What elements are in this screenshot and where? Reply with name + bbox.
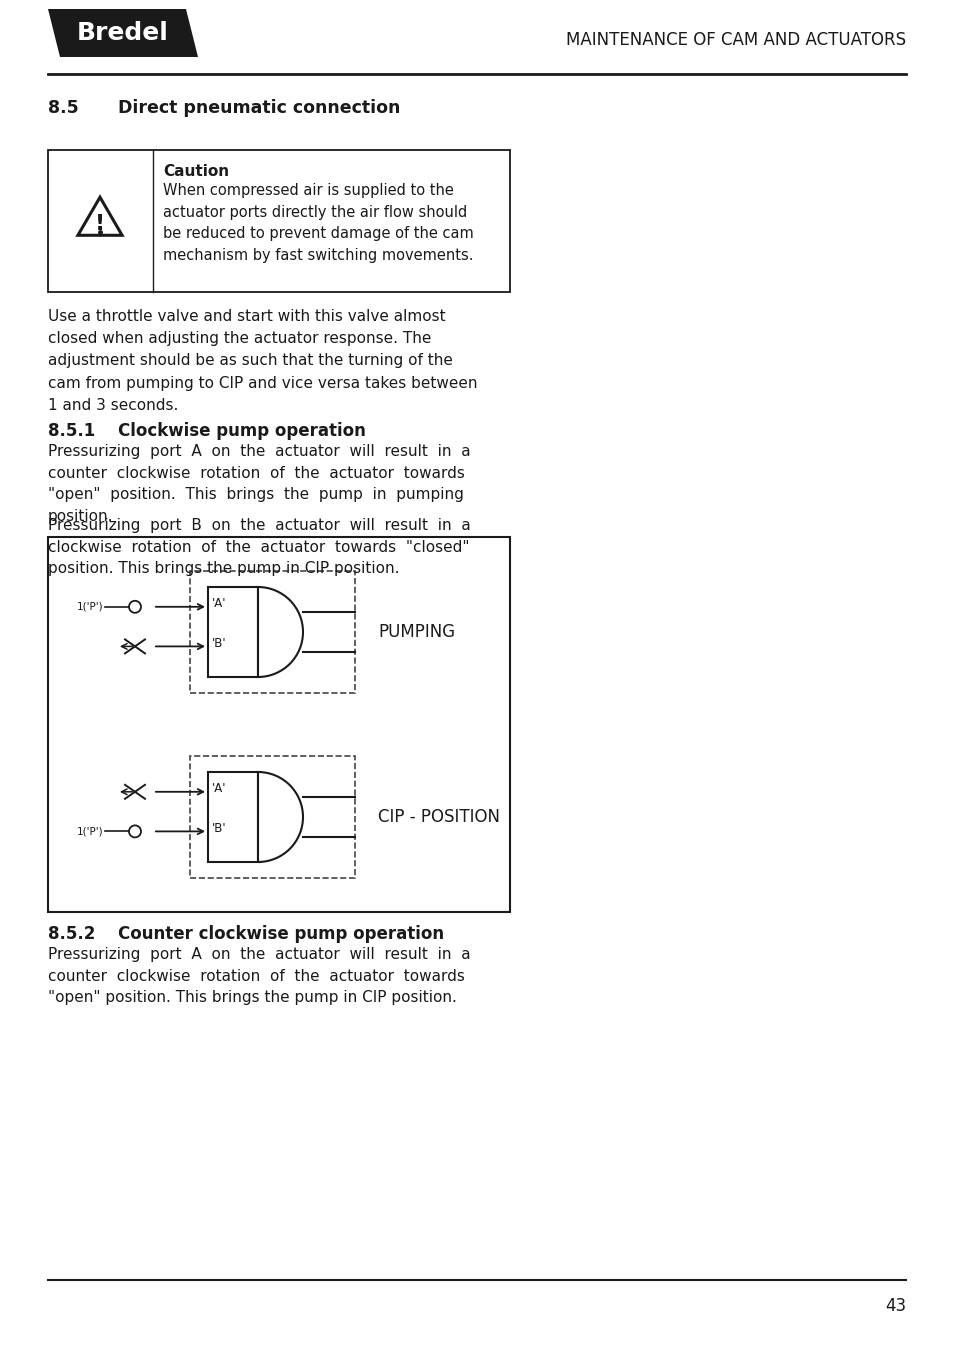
Text: Clockwise pump operation: Clockwise pump operation (118, 422, 366, 439)
Text: Counter clockwise pump operation: Counter clockwise pump operation (118, 925, 444, 942)
Circle shape (129, 600, 141, 612)
Text: Bredel: Bredel (77, 22, 169, 45)
Wedge shape (257, 772, 303, 863)
Text: !: ! (95, 214, 105, 234)
Bar (208, 772, 257, 863)
Text: 43: 43 (884, 1297, 905, 1315)
Text: 1('P'): 1('P') (76, 602, 103, 612)
Text: 'A': 'A' (212, 783, 226, 795)
Text: Pressurizing  port  A  on  the  actuator  will  result  in  a
counter  clockwise: Pressurizing port A on the actuator will… (48, 443, 470, 523)
Text: Pressurizing  port  A  on  the  actuator  will  result  in  a
counter  clockwise: Pressurizing port A on the actuator will… (48, 946, 470, 1005)
Circle shape (129, 826, 141, 837)
Text: Use a throttle valve and start with this valve almost
closed when adjusting the : Use a throttle valve and start with this… (48, 310, 477, 412)
Text: 8.5.2: 8.5.2 (48, 925, 95, 942)
Text: MAINTENANCE OF CAM AND ACTUATORS: MAINTENANCE OF CAM AND ACTUATORS (565, 31, 905, 49)
Text: Caution: Caution (163, 164, 229, 178)
Polygon shape (78, 197, 122, 235)
Text: When compressed air is supplied to the
actuator ports directly the air flow shou: When compressed air is supplied to the a… (163, 183, 474, 262)
Text: 'B': 'B' (212, 637, 227, 650)
Bar (190, 756, 355, 877)
Bar (190, 571, 355, 694)
Text: CIP - POSITION: CIP - POSITION (377, 808, 499, 826)
FancyBboxPatch shape (48, 150, 510, 292)
Polygon shape (48, 9, 198, 57)
Bar (208, 587, 257, 677)
Text: Direct pneumatic connection: Direct pneumatic connection (118, 99, 400, 118)
FancyBboxPatch shape (48, 537, 510, 913)
Text: 'A': 'A' (212, 598, 226, 610)
Text: 'B': 'B' (212, 822, 227, 834)
Text: PUMPING: PUMPING (377, 623, 455, 641)
Text: 8.5: 8.5 (48, 99, 79, 118)
Text: 8.5.1: 8.5.1 (48, 422, 95, 439)
Wedge shape (257, 587, 303, 677)
Text: Pressurizing  port  B  on  the  actuator  will  result  in  a
clockwise  rotatio: Pressurizing port B on the actuator will… (48, 518, 470, 576)
Text: 1('P'): 1('P') (76, 826, 103, 837)
